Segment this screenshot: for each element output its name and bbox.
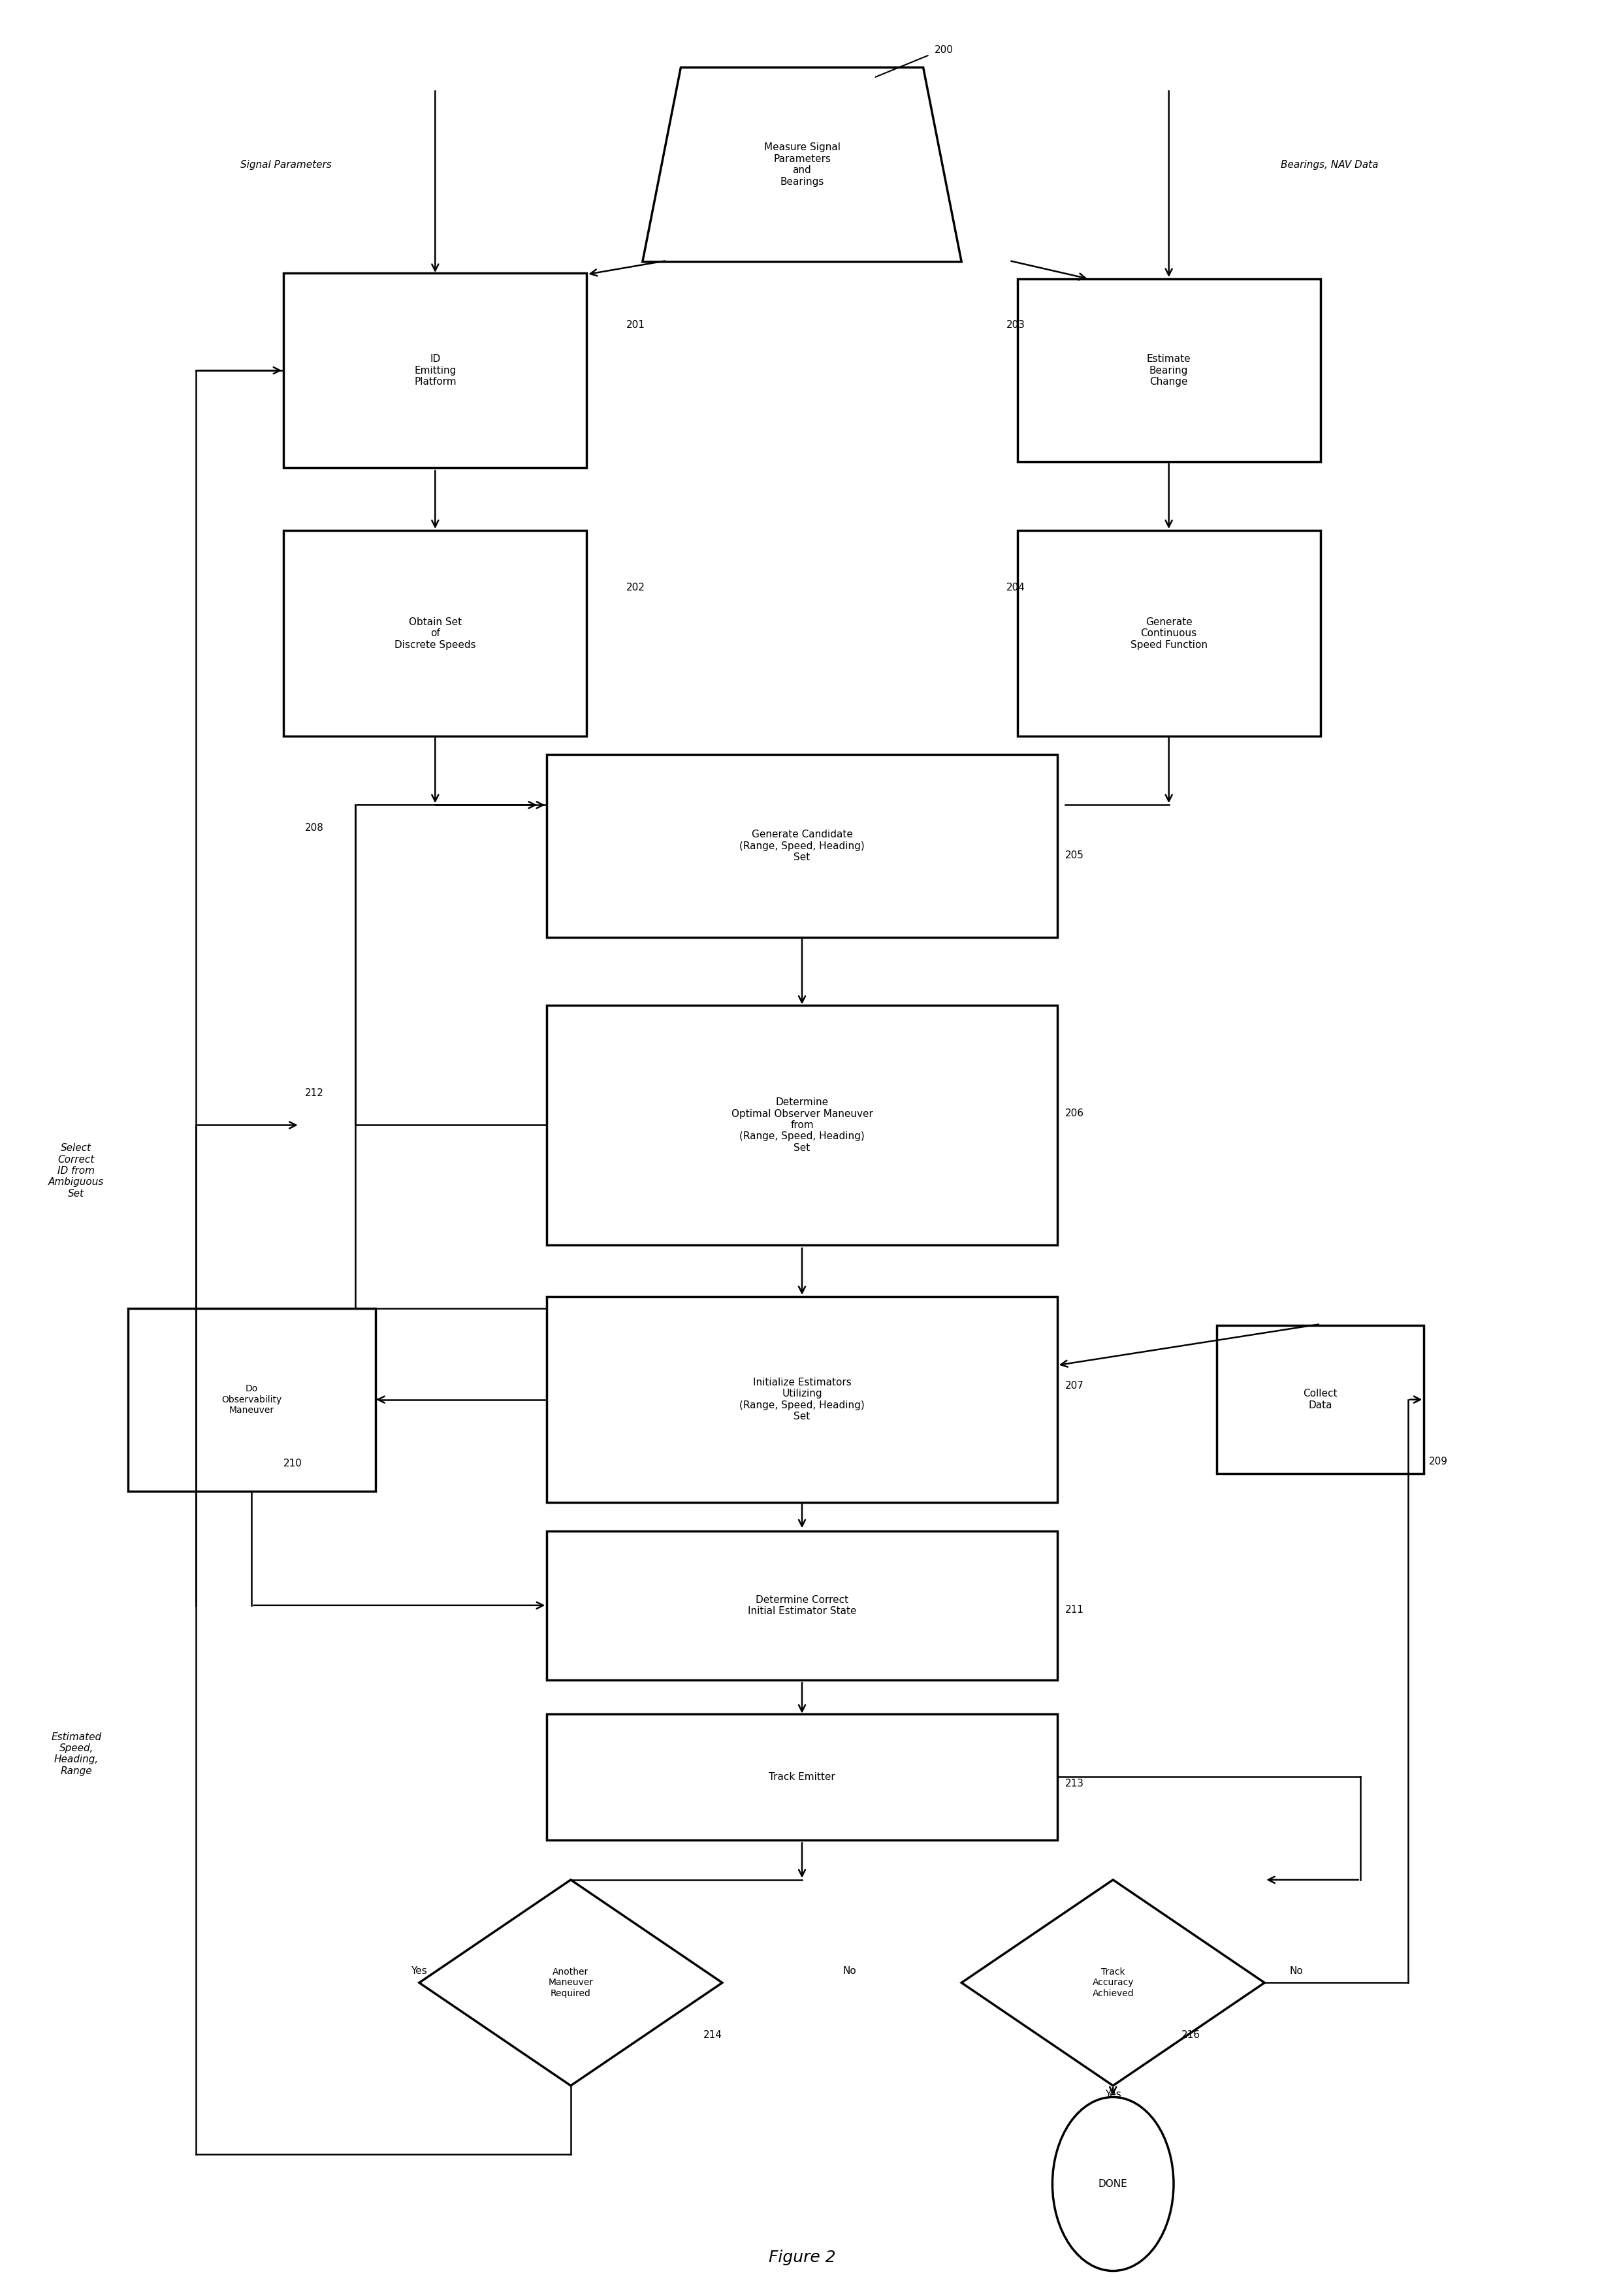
Text: Determine
Optimal Observer Maneuver
from
(Range, Speed, Heading)
Set: Determine Optimal Observer Maneuver from… bbox=[731, 1097, 873, 1153]
Text: 203: 203 bbox=[1006, 319, 1025, 331]
Text: 212: 212 bbox=[305, 1088, 324, 1097]
Polygon shape bbox=[419, 1880, 722, 2085]
Circle shape bbox=[1052, 2096, 1174, 2271]
Text: 201: 201 bbox=[627, 319, 645, 331]
FancyBboxPatch shape bbox=[284, 530, 587, 737]
Polygon shape bbox=[643, 67, 961, 262]
Text: Initialize Estimators
Utilizing
(Range, Speed, Heading)
Set: Initialize Estimators Utilizing (Range, … bbox=[739, 1378, 865, 1421]
Text: Yes: Yes bbox=[411, 1965, 427, 1977]
Text: Obtain Set
of
Discrete Speeds: Obtain Set of Discrete Speeds bbox=[395, 618, 476, 650]
Text: 206: 206 bbox=[1065, 1109, 1084, 1118]
Text: Yes: Yes bbox=[1105, 2089, 1121, 2099]
Text: 211: 211 bbox=[1065, 1605, 1084, 1614]
Text: DONE: DONE bbox=[1099, 2179, 1128, 2188]
Text: Signal Parameters: Signal Parameters bbox=[241, 161, 332, 170]
Text: Figure 2: Figure 2 bbox=[768, 2250, 836, 2264]
FancyBboxPatch shape bbox=[547, 1297, 1057, 1502]
Text: 216: 216 bbox=[1182, 2030, 1200, 2041]
Text: Track Emitter: Track Emitter bbox=[768, 1773, 836, 1782]
Text: No: No bbox=[844, 1965, 857, 1977]
Text: 210: 210 bbox=[284, 1458, 303, 1469]
FancyBboxPatch shape bbox=[547, 1715, 1057, 1839]
FancyBboxPatch shape bbox=[1017, 530, 1320, 737]
Text: Collect
Data: Collect Data bbox=[1302, 1389, 1338, 1410]
Text: Do
Observability
Maneuver: Do Observability Maneuver bbox=[221, 1384, 282, 1414]
Text: Generate
Continuous
Speed Function: Generate Continuous Speed Function bbox=[1131, 618, 1208, 650]
FancyBboxPatch shape bbox=[128, 1309, 375, 1490]
Text: 213: 213 bbox=[1065, 1779, 1084, 1789]
Text: Select
Correct
ID from
Ambiguous
Set: Select Correct ID from Ambiguous Set bbox=[48, 1143, 104, 1199]
Text: Generate Candidate
(Range, Speed, Heading)
Set: Generate Candidate (Range, Speed, Headin… bbox=[739, 829, 865, 863]
Text: 200: 200 bbox=[935, 46, 953, 55]
Text: Another
Maneuver
Required: Another Maneuver Required bbox=[549, 1968, 593, 1998]
Text: 207: 207 bbox=[1065, 1380, 1084, 1391]
Text: 205: 205 bbox=[1065, 850, 1084, 861]
FancyBboxPatch shape bbox=[547, 755, 1057, 937]
Text: Bearings, NAV Data: Bearings, NAV Data bbox=[1280, 161, 1378, 170]
Text: 208: 208 bbox=[305, 822, 324, 833]
Text: 202: 202 bbox=[627, 583, 645, 592]
FancyBboxPatch shape bbox=[1217, 1325, 1424, 1474]
FancyBboxPatch shape bbox=[284, 273, 587, 468]
Text: Determine Correct
Initial Estimator State: Determine Correct Initial Estimator Stat… bbox=[747, 1596, 857, 1616]
FancyBboxPatch shape bbox=[1017, 280, 1320, 461]
Text: ID
Emitting
Platform: ID Emitting Platform bbox=[414, 354, 456, 386]
Text: Track
Accuracy
Achieved: Track Accuracy Achieved bbox=[1092, 1968, 1134, 1998]
Text: Estimate
Bearing
Change: Estimate Bearing Change bbox=[1147, 354, 1190, 386]
Text: 209: 209 bbox=[1429, 1456, 1448, 1467]
FancyBboxPatch shape bbox=[547, 1531, 1057, 1681]
FancyBboxPatch shape bbox=[547, 1006, 1057, 1244]
Polygon shape bbox=[961, 1880, 1264, 2085]
Text: 204: 204 bbox=[1006, 583, 1025, 592]
Text: Measure Signal
Parameters
and
Bearings: Measure Signal Parameters and Bearings bbox=[764, 142, 840, 186]
Text: No: No bbox=[1290, 1965, 1302, 1977]
Text: 214: 214 bbox=[703, 2030, 722, 2041]
Text: Estimated
Speed,
Heading,
Range: Estimated Speed, Heading, Range bbox=[51, 1731, 101, 1777]
